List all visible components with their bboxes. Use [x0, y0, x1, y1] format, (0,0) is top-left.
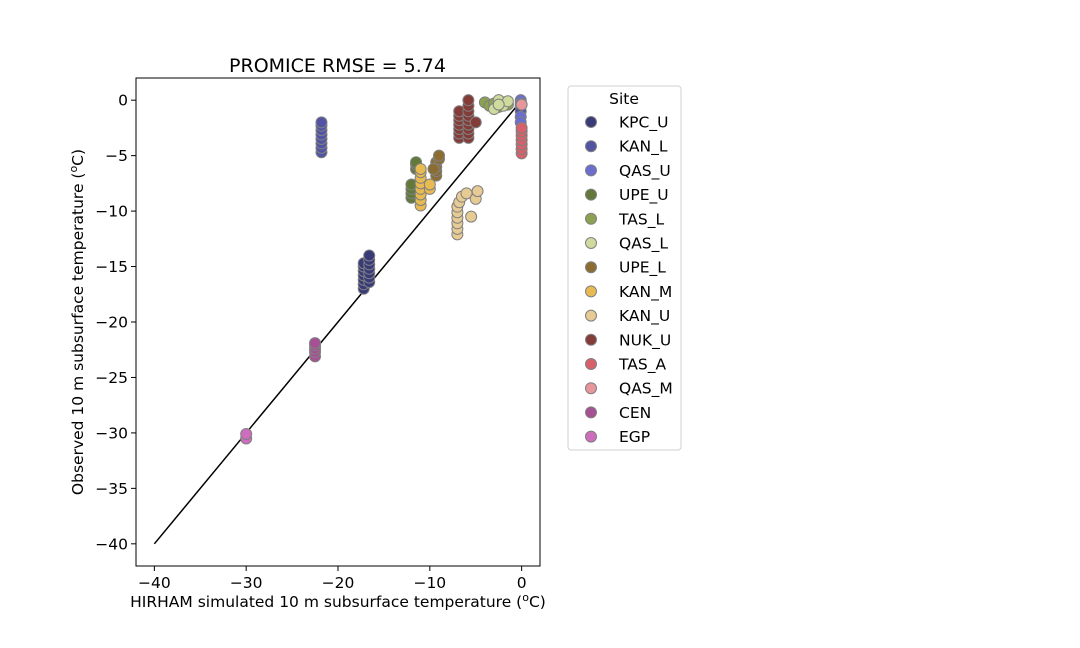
legend-marker	[585, 188, 597, 201]
data-point	[309, 337, 322, 350]
series-kan-u	[451, 185, 484, 241]
x-tick-label: 0	[517, 574, 527, 592]
legend-label: TAS_A	[618, 356, 666, 375]
x-tick-label: −40	[138, 574, 171, 592]
data-point	[462, 94, 475, 107]
legend-label: QAS_L	[619, 235, 668, 254]
one-to-one-line	[153, 99, 523, 545]
legend-label: KPC_U	[619, 114, 668, 133]
legend: Site KPC_U KAN_L QAS_U UPE_U TAS_L QAS_L UPE_L…	[567, 85, 682, 451]
legend-items: KPC_U KAN_L QAS_U UPE_U TAS_L QAS_L UPE_L KAN_M…	[585, 114, 673, 446]
legend-label: KAN_U	[619, 307, 670, 326]
plot-area	[153, 94, 528, 545]
x-tick-label: −30	[230, 574, 263, 592]
data-point	[492, 98, 505, 111]
legend-label: QAS_M	[619, 380, 673, 399]
series-tas-a	[515, 121, 528, 160]
series-qas-m	[515, 98, 528, 111]
x-axis: −40 −30 −20 −10 0	[138, 566, 527, 592]
legend-marker	[585, 261, 597, 274]
legend-label: QAS_U	[619, 162, 671, 181]
x-tick-label: −10	[413, 574, 446, 592]
x-tick-label: −20	[322, 574, 355, 592]
series-upe-l	[427, 149, 445, 182]
y-tick-label: −10	[95, 203, 128, 221]
legend-marker	[585, 212, 597, 225]
data-point	[240, 428, 253, 441]
series-kan-m	[414, 162, 436, 212]
y-tick-label: −30	[95, 424, 128, 442]
data-point	[363, 249, 376, 262]
y-tick-label: −15	[95, 258, 128, 276]
y-tick-label: −20	[95, 314, 128, 332]
data-point	[423, 178, 436, 191]
series-egp	[240, 428, 253, 445]
y-axis-label: Observed 10 m subsurface temperature (oC…	[67, 149, 87, 495]
legend-label: KAN_M	[619, 283, 672, 302]
series-kpc-u	[357, 249, 376, 295]
x-axis-label: HIRHAM simulated 10 m subsurface tempera…	[130, 591, 546, 611]
legend-label: UPE_U	[619, 186, 669, 205]
legend-label: KAN_L	[619, 138, 668, 157]
y-tick-label: −5	[105, 147, 128, 165]
legend-label: EGP	[619, 428, 650, 446]
y-tick-label: 0	[118, 92, 128, 110]
data-point	[465, 210, 478, 223]
legend-marker	[585, 333, 597, 346]
legend-label: NUK_U	[619, 331, 671, 350]
legend-marker	[585, 430, 597, 443]
legend-title: Site	[609, 90, 639, 108]
legend-marker	[585, 237, 597, 249]
data-point	[471, 185, 484, 198]
data-point	[433, 149, 445, 162]
data-point	[515, 98, 528, 111]
series-nuk-u	[453, 94, 482, 144]
legend-marker	[585, 406, 597, 419]
legend-marker	[585, 140, 597, 153]
legend-marker	[585, 285, 597, 298]
y-tick-label: −25	[95, 369, 128, 387]
legend-marker	[585, 309, 597, 322]
data-point	[414, 162, 427, 175]
data-point	[515, 121, 528, 134]
legend-label: CEN	[619, 404, 651, 422]
legend-marker	[585, 164, 597, 177]
series-qas-l	[488, 94, 514, 116]
chart-title: PROMICE RMSE = 5.74	[229, 55, 446, 77]
legend-label: UPE_L	[619, 259, 666, 278]
legend-marker	[585, 358, 597, 370]
y-axis: 0 −5 −10 −15 −20 −25 −30 −35 −40	[95, 92, 136, 553]
legend-marker	[585, 116, 597, 128]
legend-marker	[585, 382, 597, 395]
data-point	[469, 116, 482, 129]
data-point	[315, 116, 328, 129]
y-tick-label: −35	[95, 480, 128, 498]
legend-box	[567, 85, 682, 451]
data-point	[427, 162, 440, 175]
series-cen	[309, 337, 322, 363]
y-tick-label: −40	[95, 535, 128, 553]
legend-label: TAS_L	[618, 210, 664, 229]
